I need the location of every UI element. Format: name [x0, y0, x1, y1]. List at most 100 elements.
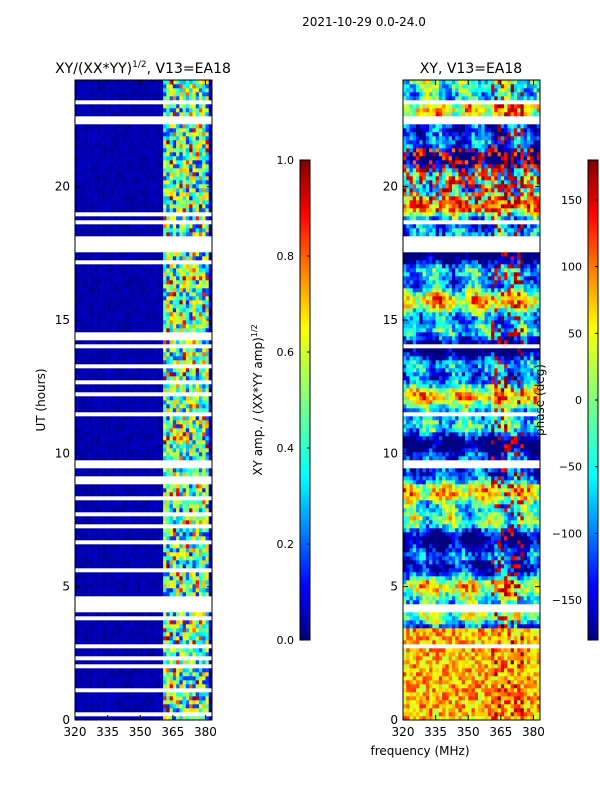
heatmap-cell	[123, 228, 128, 233]
heatmap-cell	[156, 384, 161, 389]
heatmap-cell	[176, 428, 180, 433]
heatmap-cell	[94, 584, 99, 589]
heatmap-cell	[140, 668, 144, 673]
heatmap-cell	[202, 288, 206, 293]
heatmap-cell	[127, 584, 131, 589]
heatmap-cell	[176, 668, 180, 673]
heatmap-cell	[88, 420, 92, 425]
heatmap-cell	[205, 132, 210, 137]
heatmap-cell	[104, 320, 108, 325]
heatmap-cell	[146, 132, 151, 137]
heatmap-cell	[163, 388, 167, 393]
heatmap-cell	[143, 508, 148, 513]
heatmap-cell	[192, 356, 196, 361]
heatmap-cell	[163, 456, 167, 461]
heatmap-cell	[182, 352, 187, 357]
heatmap-cell	[150, 424, 154, 429]
heatmap-cell	[91, 516, 95, 521]
heatmap-cell	[156, 520, 161, 525]
heatmap-cell	[110, 156, 115, 161]
heatmap-cell	[198, 444, 203, 449]
heatmap-cell	[189, 304, 193, 309]
heatmap-cell	[176, 448, 180, 453]
heatmap-cell	[179, 420, 183, 425]
heatmap-cell	[84, 264, 89, 269]
heatmap-cell	[189, 452, 193, 457]
heatmap-cell	[172, 424, 177, 429]
heatmap-cell	[169, 192, 174, 197]
heatmap-cell	[75, 208, 79, 213]
heatmap-cell	[156, 560, 161, 565]
heatmap-cell	[88, 140, 92, 145]
heatmap-cell	[198, 452, 203, 457]
heatmap-cell	[182, 404, 187, 409]
heatmap-cell	[166, 468, 170, 473]
heatmap-cell	[202, 504, 206, 509]
heatmap-cell	[110, 376, 115, 381]
heatmap-cell	[166, 272, 170, 277]
heatmap-cell	[110, 296, 115, 301]
heatmap-cell	[75, 580, 79, 585]
heatmap-cell	[176, 672, 180, 677]
heatmap-cell	[75, 624, 79, 629]
heatmap-cell	[185, 556, 190, 561]
heatmap-cell	[88, 156, 92, 161]
heatmap-cell	[195, 652, 200, 657]
heatmap-cell	[182, 144, 187, 149]
heatmap-cell	[97, 140, 102, 145]
heatmap-cell	[75, 408, 79, 413]
heatmap-cell	[78, 564, 82, 569]
heatmap-cell	[107, 320, 112, 325]
heatmap-cell	[166, 564, 170, 569]
heatmap-cell	[185, 408, 190, 413]
heatmap-cell	[195, 676, 200, 681]
heatmap-cell	[101, 256, 105, 261]
heatmap-cell	[101, 144, 105, 149]
heatmap-cell	[150, 300, 154, 305]
heatmap-cell	[189, 328, 193, 333]
heatmap-cell	[133, 180, 138, 185]
heatmap-cell	[202, 124, 206, 129]
heatmap-cell	[120, 708, 125, 713]
heatmap-cell	[195, 192, 200, 197]
heatmap-cell	[192, 516, 196, 521]
heatmap-cell	[130, 448, 135, 453]
heatmap-cell	[189, 432, 193, 437]
heatmap-cell	[202, 544, 206, 549]
heatmap-cell	[176, 292, 180, 297]
heatmap-cell	[133, 376, 138, 381]
heatmap-cell	[208, 376, 212, 381]
heatmap-cell	[101, 432, 105, 437]
heatmap-cell	[192, 572, 196, 577]
heatmap-cell	[91, 140, 95, 145]
heatmap-cell	[94, 252, 99, 257]
heatmap-cell	[146, 232, 151, 237]
heatmap-cell	[202, 276, 206, 281]
heatmap-cell	[169, 288, 174, 293]
heatmap-cell	[104, 148, 108, 153]
heatmap-cell	[179, 624, 183, 629]
heatmap-cell	[189, 292, 193, 297]
heatmap-cell	[176, 640, 180, 645]
heatmap-cell	[91, 340, 95, 345]
heatmap-cell	[104, 692, 108, 697]
heatmap-cell	[110, 224, 115, 229]
heatmap-cell	[127, 176, 131, 181]
heatmap-cell	[195, 704, 200, 709]
heatmap-cell	[172, 172, 177, 177]
heatmap-cell	[185, 552, 190, 557]
heatmap-cell	[81, 488, 86, 493]
heatmap-cell	[172, 352, 177, 357]
heatmap-cell	[156, 404, 161, 409]
heatmap-cell	[94, 348, 99, 353]
heatmap-cell	[84, 112, 89, 117]
heatmap-cell	[189, 360, 193, 365]
heatmap-cell	[192, 288, 196, 293]
heatmap-cell	[133, 148, 138, 153]
heatmap-cell	[78, 580, 82, 585]
heatmap-cell	[75, 592, 79, 597]
heatmap-cell	[127, 320, 131, 325]
heatmap-cell	[179, 264, 183, 269]
heatmap-cell	[140, 288, 144, 293]
heatmap-cell	[94, 684, 99, 689]
